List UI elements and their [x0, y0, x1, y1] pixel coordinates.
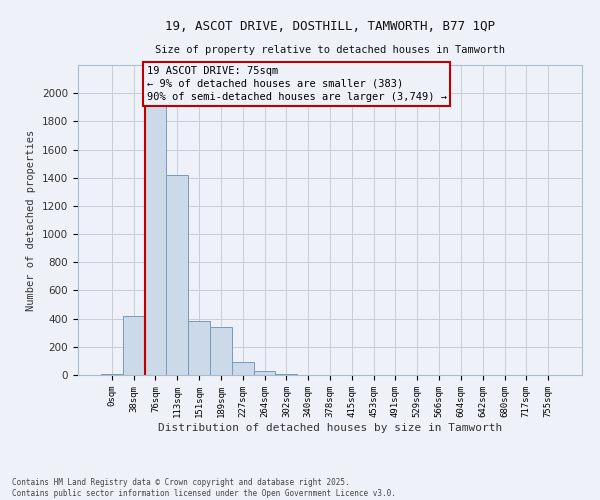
Bar	[254, 372, 275, 375]
Bar	[145, 86, 166, 375]
X-axis label: Distribution of detached houses by size in Tamworth: Distribution of detached houses by size …	[158, 422, 502, 432]
Bar	[232, 362, 254, 375]
Bar	[188, 322, 210, 375]
Bar	[166, 175, 188, 375]
Bar	[275, 374, 297, 375]
Bar	[210, 327, 232, 375]
Bar	[101, 374, 123, 375]
Text: 19 ASCOT DRIVE: 75sqm
← 9% of detached houses are smaller (383)
90% of semi-deta: 19 ASCOT DRIVE: 75sqm ← 9% of detached h…	[147, 66, 447, 102]
Y-axis label: Number of detached properties: Number of detached properties	[26, 130, 37, 310]
Text: Contains HM Land Registry data © Crown copyright and database right 2025.
Contai: Contains HM Land Registry data © Crown c…	[12, 478, 396, 498]
Text: 19, ASCOT DRIVE, DOSTHILL, TAMWORTH, B77 1QP: 19, ASCOT DRIVE, DOSTHILL, TAMWORTH, B77…	[165, 20, 495, 33]
Text: Size of property relative to detached houses in Tamworth: Size of property relative to detached ho…	[155, 45, 505, 55]
Bar	[123, 316, 145, 375]
